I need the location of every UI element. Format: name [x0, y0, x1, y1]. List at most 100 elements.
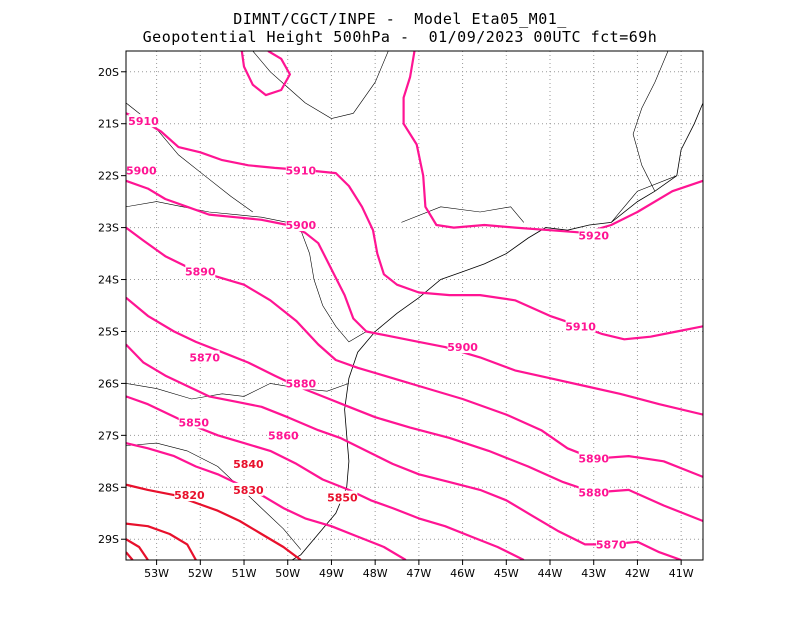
lat-tick-label: 21S: [98, 118, 119, 131]
title-line-1: DIMNT/CGCT/INPE - Model Eta05_M01_: [233, 10, 567, 28]
contour-label-extra-2: 5910: [285, 163, 317, 177]
contour-label-text: 5840: [233, 458, 264, 471]
contour-label-text: 5870: [189, 351, 220, 364]
axis-ticks: 53W 52W 51W 50W 49W 48W 47W 46W 45W 44W 43W 42W 41W 2…: [98, 66, 694, 580]
contour-label-text: 5890: [578, 453, 609, 466]
state-border-7: [610, 175, 677, 223]
contour-label-text: 5920: [578, 229, 609, 242]
contour-label-text: 5830: [233, 484, 264, 497]
contour-line-5920: [402, 51, 703, 234]
state-border-5: [401, 206, 525, 223]
contour-label-bg: [578, 485, 609, 499]
lon-tick-label: 50W: [275, 567, 300, 580]
contour-label-text: 5870: [596, 538, 627, 551]
lon-tick-label: 52W: [188, 567, 213, 580]
contour-label-extra-5: 5890: [578, 451, 609, 466]
contour-label-5840: 5840: [233, 456, 264, 471]
contour-line-5920: [240, 51, 291, 97]
coastline-0: [291, 102, 703, 560]
contour-label-bg: [285, 217, 316, 231]
state-border-3: [252, 51, 389, 119]
contour-line-5900: [126, 179, 703, 416]
contour-label-extra-6: 5880: [578, 485, 609, 499]
title-line-2: Geopotential Height 500hPa - 01/09/2023 …: [142, 28, 658, 46]
contour-label-5850: 5850: [178, 415, 209, 429]
state-border-0: [126, 201, 367, 343]
contour-label-text: 5910: [128, 115, 159, 128]
lon-tick-label: 42W: [625, 567, 650, 580]
contour-label-5880: 5880: [285, 376, 317, 390]
contour-label-5920: 5920: [578, 228, 609, 242]
lat-tick-label: 24S: [98, 274, 119, 287]
contour-label-bg: [447, 340, 478, 354]
lon-tick-label: 53W: [144, 567, 169, 580]
contour-label-bg: [596, 537, 627, 551]
grid-lines: [126, 51, 703, 560]
contour-label-text: 5880: [286, 377, 317, 390]
contour-labels: 5920 5910 5900 5890 5880 5870 5860 5850 5840 5830…: [126, 114, 627, 551]
contour-label-text: 5900: [447, 341, 478, 354]
contour-label-text: 5910: [565, 320, 596, 333]
contour-label-text: 5910: [286, 164, 317, 177]
lon-tick-label: 45W: [494, 567, 519, 580]
contour-lines: [126, 51, 703, 560]
contour-label-bg: [185, 264, 216, 278]
contour-label-text: 5860: [268, 429, 299, 442]
contour-label-5860: 5860: [268, 428, 299, 442]
state-border-6: [632, 51, 669, 192]
state-border-2: [126, 442, 302, 550]
contour-label-text: 5880: [578, 486, 609, 499]
contour-label-text: 5900: [286, 219, 317, 232]
contour-label-bg: [178, 415, 209, 429]
contour-line-5830: [126, 522, 197, 560]
contour-line-5820: [126, 538, 149, 560]
contour-label-text: 5900: [126, 164, 157, 177]
lon-tick-label: 46W: [450, 567, 475, 580]
lon-tick-label: 44W: [538, 567, 563, 580]
contour-label-5900: 5900: [447, 340, 478, 354]
contour-label-bg: [327, 490, 358, 504]
contour-label-5890: 5890: [185, 264, 216, 279]
contour-label-5910: 5910: [565, 319, 596, 333]
contour-label-bg: [128, 114, 159, 128]
contour-label-bg: [233, 456, 264, 470]
contour-label-bg: [174, 488, 205, 502]
contour-line-5870: [126, 343, 682, 560]
contour-line-5850: [126, 442, 407, 560]
contour-label-bg: [285, 376, 316, 390]
contour-label-extra-7: 5870: [596, 537, 627, 551]
contour-line-5910: [126, 112, 703, 341]
lon-tick-label: 41W: [669, 567, 694, 580]
lon-tick-label: 51W: [232, 567, 257, 580]
contour-label-text: 5890: [185, 266, 216, 279]
contour-label-bg: [578, 451, 609, 465]
lat-tick-label: 27S: [98, 429, 119, 442]
contour-label-bg: [268, 428, 299, 442]
lon-tick-label: 47W: [406, 567, 431, 580]
lat-tick-label: 25S: [98, 325, 119, 338]
contour-label-text: 5850: [178, 416, 209, 429]
lon-tick-label: 48W: [363, 567, 388, 580]
contour-label-text: 5850: [327, 492, 358, 505]
contour-label-text: 5820: [174, 489, 205, 502]
contour-label-5870: 5870: [189, 350, 220, 364]
lat-tick-label: 26S: [98, 377, 119, 390]
lon-tick-label: 43W: [581, 567, 606, 580]
contour-label-bg: [565, 319, 596, 333]
lon-tick-label: 49W: [319, 567, 344, 580]
contour-label-extra-1: 5900: [126, 163, 157, 177]
contour-label-5830: 5830: [233, 482, 264, 497]
geography-lines: [126, 51, 703, 560]
lat-tick-label: 29S: [98, 533, 119, 546]
contour-line-5840: [126, 483, 302, 560]
lat-tick-label: 28S: [98, 481, 119, 494]
lat-tick-label: 23S: [98, 222, 119, 235]
contour-label-bg: [233, 482, 264, 496]
lat-tick-label: 20S: [98, 66, 119, 79]
contour-label-bg: [578, 228, 609, 242]
contour-label-bg: [285, 163, 316, 177]
contour-label-bg: [126, 163, 157, 177]
state-border-1: [126, 383, 350, 400]
